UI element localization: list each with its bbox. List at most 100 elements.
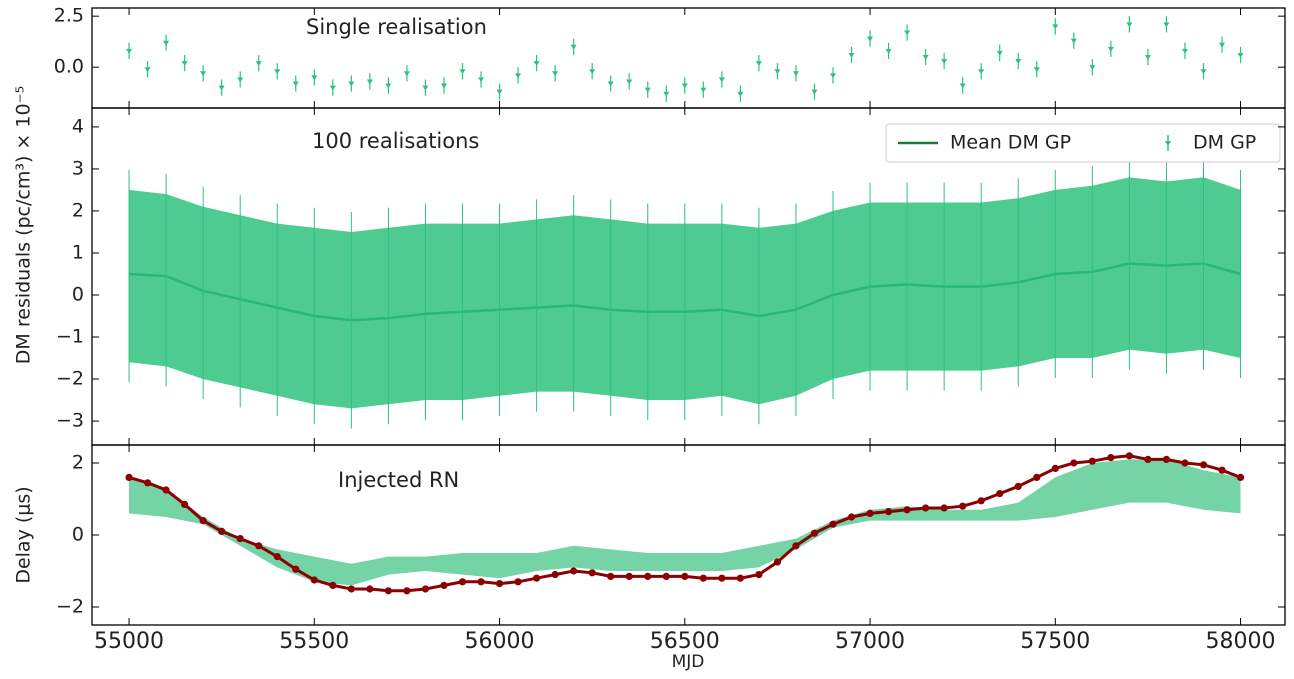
- injected-point: [532, 574, 541, 582]
- point: [1163, 22, 1170, 28]
- panel: [126, 16, 1244, 102]
- y-tick-label: 0: [72, 283, 84, 305]
- injected-point: [292, 565, 300, 573]
- point: [237, 77, 244, 83]
- injected-point: [1162, 455, 1171, 463]
- injected-point: [773, 558, 782, 566]
- y-axis-label: DM residuals (pc/cm³) × 10⁻⁵: [13, 86, 35, 364]
- y-tick-label: 2: [72, 452, 84, 474]
- injected-point: [181, 500, 189, 508]
- point: [403, 71, 410, 77]
- injected-point: [625, 572, 633, 581]
- injected-point: [1051, 464, 1059, 472]
- x-tick-label: 56500: [650, 629, 720, 654]
- point: [774, 69, 781, 75]
- legend-box: [885, 123, 1281, 163]
- injected-point: [866, 509, 874, 517]
- point: [1126, 22, 1133, 28]
- point: [255, 61, 262, 67]
- y-tick-label: 0: [72, 524, 84, 546]
- point: [422, 85, 429, 91]
- legend-label: DM GP: [1193, 132, 1256, 154]
- injected-point: [458, 578, 467, 586]
- y-tick-label: 2: [72, 199, 84, 221]
- point: [552, 71, 559, 77]
- injected-point: [143, 479, 152, 487]
- injected-point: [570, 567, 578, 575]
- injected-point: [718, 574, 726, 582]
- injected-point: [1014, 482, 1022, 490]
- injected-point: [1199, 461, 1208, 469]
- point: [1144, 54, 1151, 60]
- injected-point: [1088, 457, 1096, 465]
- point: [181, 61, 188, 67]
- panel-annotation: Injected RN: [338, 468, 459, 492]
- point: [904, 30, 911, 36]
- injected-point: [792, 542, 800, 550]
- panel-annotation: 100 realisations: [312, 129, 479, 153]
- legend-label: Mean DM GP: [950, 132, 1071, 154]
- point: [1070, 38, 1077, 44]
- y-axis-label: Delay (μs): [13, 486, 35, 583]
- point: [1200, 69, 1207, 75]
- injected-point: [662, 572, 670, 581]
- injected-point: [996, 490, 1004, 498]
- point: [941, 59, 948, 65]
- point: [885, 48, 892, 54]
- point: [589, 69, 596, 75]
- injected-point: [403, 587, 411, 595]
- y-tick-label: 3: [72, 157, 84, 179]
- point: [478, 77, 485, 83]
- x-tick-label: 55000: [94, 629, 164, 654]
- injected-point: [1033, 473, 1041, 481]
- point: [959, 83, 966, 89]
- injected-point: [810, 529, 819, 537]
- point: [867, 36, 874, 42]
- injected-point: [1218, 466, 1226, 474]
- point: [459, 69, 466, 75]
- point: [348, 81, 355, 87]
- y-tick-label: −2: [56, 368, 84, 390]
- injected-point: [255, 542, 263, 550]
- point: [1219, 42, 1226, 48]
- point: [200, 71, 207, 77]
- injected-point: [440, 581, 448, 590]
- point: [496, 89, 503, 95]
- point: [848, 52, 855, 58]
- x-tick-label: 55500: [279, 629, 349, 654]
- point: [366, 79, 373, 85]
- point: [811, 89, 818, 95]
- injected-point: [755, 571, 763, 579]
- point: [570, 44, 577, 50]
- injected-point: [699, 574, 707, 582]
- point: [292, 81, 299, 87]
- panel-frame: [91, 7, 1286, 109]
- y-tick-label: 1: [72, 241, 84, 263]
- panel: Mean DM GP DM GP: [128, 123, 1281, 429]
- injected-point: [681, 572, 689, 581]
- injected-point: [199, 517, 207, 525]
- injected-point: [514, 578, 522, 586]
- injected-point: [347, 585, 355, 593]
- point: [922, 54, 929, 60]
- point: [1033, 67, 1040, 73]
- point: [1107, 46, 1114, 52]
- injected-point: [273, 553, 281, 561]
- injected-point: [421, 585, 430, 593]
- point: [533, 61, 540, 67]
- injected-point: [1144, 455, 1152, 463]
- point: [829, 73, 836, 79]
- point: [755, 61, 762, 67]
- point: [718, 77, 725, 83]
- point: [126, 48, 133, 54]
- injected-point: [1181, 459, 1189, 467]
- y-tick-label: 4: [72, 115, 84, 137]
- point: [218, 85, 225, 91]
- injected-point: [162, 486, 170, 494]
- panel: [125, 452, 1245, 595]
- injected-point: [1236, 473, 1245, 481]
- y-tick-label: −3: [56, 410, 84, 432]
- point: [515, 73, 522, 79]
- injected-point: [310, 576, 318, 584]
- injected-point: [903, 506, 911, 514]
